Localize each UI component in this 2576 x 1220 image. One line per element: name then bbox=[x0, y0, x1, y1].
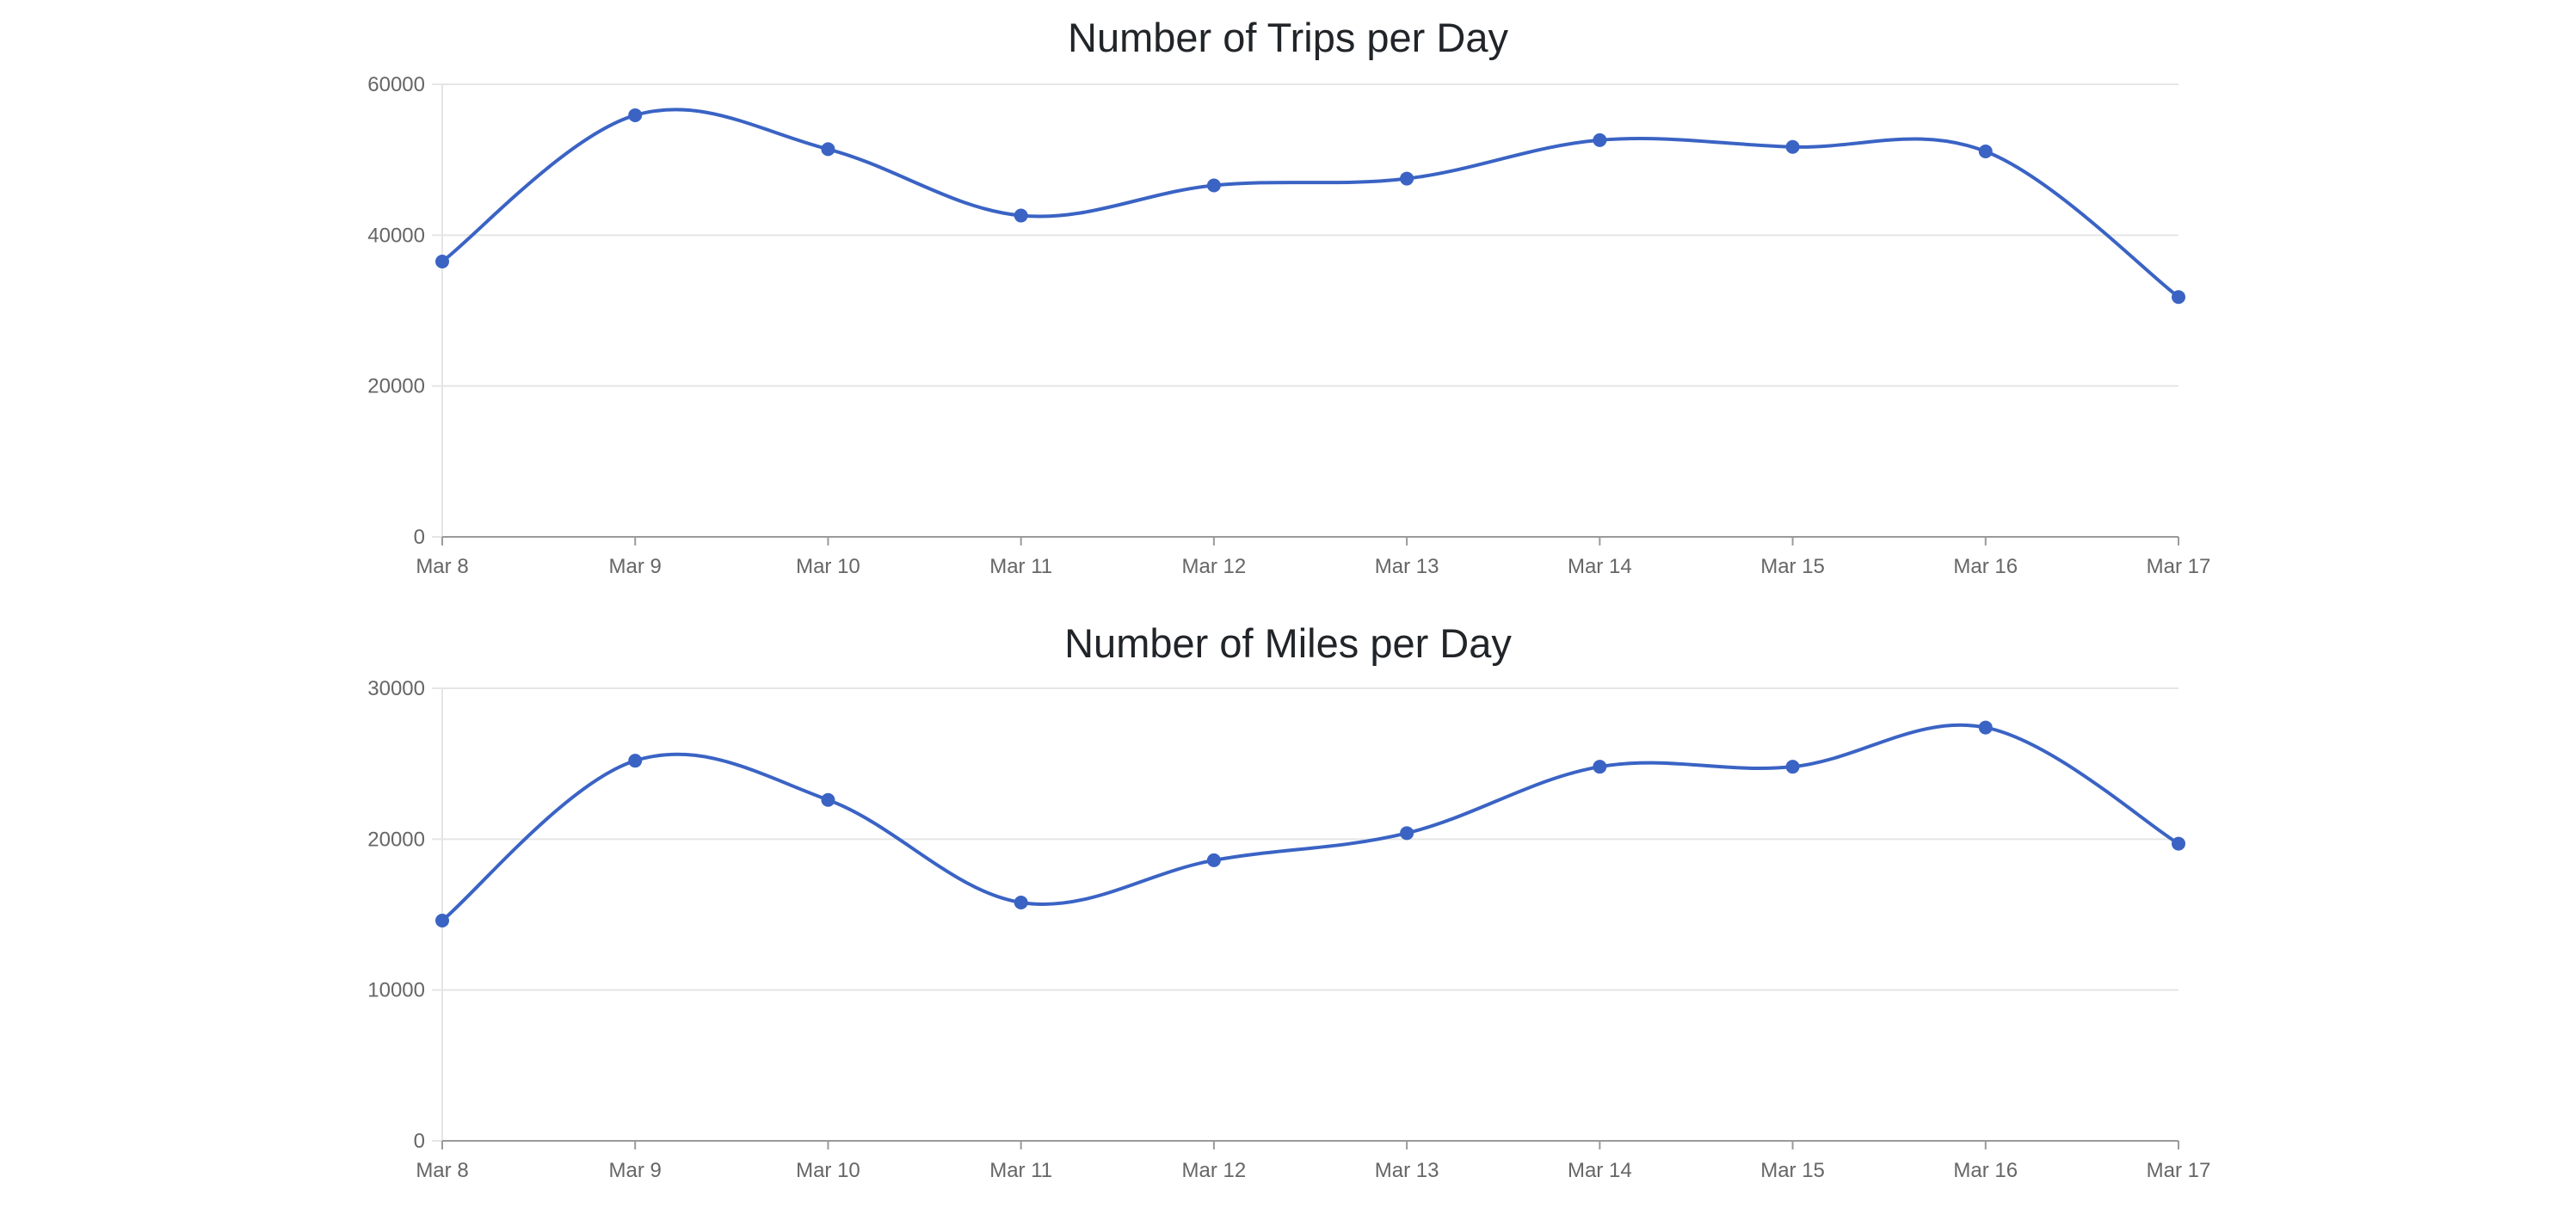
miles-x-tick-label: Mar 15 bbox=[1760, 1159, 1825, 1182]
miles-x-tick-label: Mar 11 bbox=[989, 1159, 1052, 1182]
miles-data-point[interactable] bbox=[1014, 895, 1028, 909]
trips-y-tick-label: 40000 bbox=[367, 224, 425, 247]
trips-y-tick-label: 60000 bbox=[367, 73, 425, 96]
miles-data-point[interactable] bbox=[1206, 853, 1221, 867]
miles-y-tick-label: 0 bbox=[414, 1130, 425, 1153]
trips-series-line bbox=[441, 108, 2180, 299]
trips-x-tick-label: Mar 17 bbox=[2147, 555, 2211, 578]
miles-x-tick-label: Mar 9 bbox=[609, 1159, 662, 1182]
miles-data-point[interactable] bbox=[628, 754, 643, 768]
miles-data-point[interactable] bbox=[2172, 836, 2185, 851]
trips-chart: 0 20000 40000 60000 Mar 8 Mar 9 Mar 10 Mar 11 Ma… bbox=[367, 73, 2211, 578]
trips-data-point[interactable] bbox=[821, 142, 835, 157]
miles-chart: 0 10000 20000 30000 Mar 8 Mar 9 Mar 10 Mar 11 Ma… bbox=[367, 677, 2211, 1182]
miles-data-point[interactable] bbox=[1593, 760, 1607, 774]
trips-y-tick-label: 0 bbox=[414, 526, 425, 549]
trips-x-tick-label: Mar 13 bbox=[1375, 555, 1439, 578]
trips-x-tick-label: Mar 16 bbox=[1953, 555, 2018, 578]
miles-data-point[interactable] bbox=[821, 792, 835, 807]
miles-x-tick-label: Mar 13 bbox=[1375, 1159, 1439, 1182]
miles-x-tick-label: Mar 12 bbox=[1182, 1159, 1247, 1182]
trips-data-point[interactable] bbox=[1014, 208, 1028, 223]
trips-y-tick-label: 20000 bbox=[367, 375, 425, 398]
miles-data-point[interactable] bbox=[435, 914, 449, 928]
trips-data-point[interactable] bbox=[435, 255, 449, 269]
trips-x-tick-label: Mar 15 bbox=[1760, 555, 1825, 578]
trips-data-point[interactable] bbox=[1978, 145, 1993, 159]
miles-data-point[interactable] bbox=[1785, 760, 1800, 774]
trips-x-tick-label: Mar 11 bbox=[989, 555, 1052, 578]
miles-chart-title: Number of Miles per Day bbox=[1064, 620, 1512, 666]
miles-y-tick-label: 30000 bbox=[367, 677, 425, 700]
miles-x-tick-label: Mar 8 bbox=[416, 1159, 468, 1182]
miles-series-line bbox=[441, 723, 2180, 922]
trips-data-point[interactable] bbox=[1785, 139, 1800, 154]
trips-data-point[interactable] bbox=[1206, 178, 1221, 193]
trips-data-point[interactable] bbox=[1400, 171, 1414, 186]
miles-x-tick-label: Mar 17 bbox=[2147, 1159, 2211, 1182]
miles-y-tick-label: 20000 bbox=[367, 828, 425, 851]
trips-data-point[interactable] bbox=[628, 108, 643, 122]
trips-data-point[interactable] bbox=[1593, 132, 1607, 147]
trips-x-tick-label: Mar 9 bbox=[609, 555, 662, 578]
trips-data-point[interactable] bbox=[2172, 290, 2185, 305]
trips-x-tick-label: Mar 10 bbox=[796, 555, 860, 578]
trips-x-tick-label: Mar 8 bbox=[416, 555, 468, 578]
trips-chart-title: Number of Trips per Day bbox=[1068, 15, 1508, 60]
trips-x-tick-label: Mar 14 bbox=[1568, 555, 1632, 578]
miles-x-tick-label: Mar 16 bbox=[1953, 1159, 2018, 1182]
miles-data-point[interactable] bbox=[1400, 826, 1414, 841]
miles-data-point[interactable] bbox=[1978, 720, 1993, 735]
miles-y-tick-label: 10000 bbox=[367, 979, 425, 1002]
trips-x-tick-label: Mar 12 bbox=[1182, 555, 1247, 578]
miles-x-tick-label: Mar 14 bbox=[1568, 1159, 1632, 1182]
miles-x-tick-label: Mar 10 bbox=[796, 1159, 860, 1182]
